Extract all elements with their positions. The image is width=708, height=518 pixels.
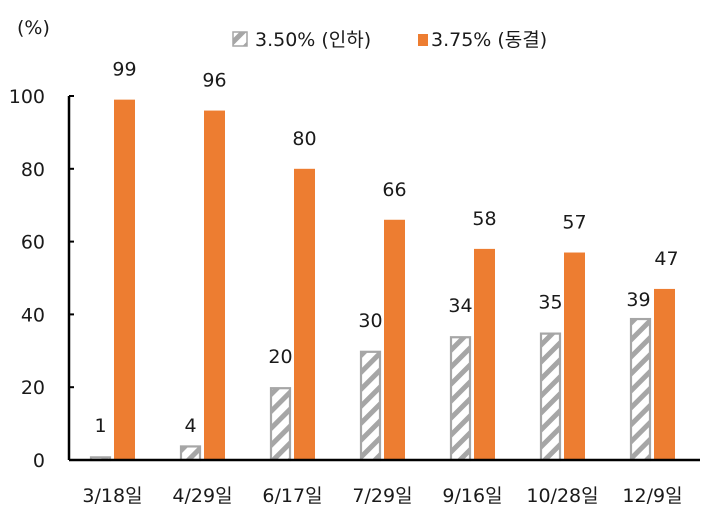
- y-axis: 0 20 40 60 80 100: [9, 86, 74, 472]
- data-label: 80: [292, 128, 316, 150]
- y-tick-label: 0: [33, 450, 45, 472]
- bar-hatched: [359, 350, 382, 462]
- bar-solid: [204, 110, 225, 460]
- bar-solid: [474, 248, 495, 460]
- data-label: 57: [562, 212, 586, 234]
- bar-group: 35 57: [538, 212, 587, 462]
- data-label: 4: [184, 415, 196, 437]
- legend-item: 3.50% (인하): [232, 29, 371, 51]
- x-tick-label: 12/9일: [622, 485, 682, 507]
- bar-hatched: [449, 336, 472, 462]
- x-tick-label: 3/18일: [82, 485, 142, 507]
- bar-group: 1 99: [89, 59, 137, 462]
- data-label: 35: [538, 292, 562, 314]
- bar-solid: [564, 252, 585, 460]
- bar-group: 4 96: [179, 70, 227, 462]
- x-axis: 3/18일 4/29일 6/17일 7/29일 9/16일 10/28일 12/9일: [69, 458, 700, 507]
- legend-swatch-solid: [418, 34, 428, 46]
- bar-solid: [654, 288, 675, 460]
- bar-hatched: [179, 445, 202, 462]
- data-label: 39: [626, 289, 650, 311]
- data-label: 99: [112, 59, 136, 81]
- bar-solid: [114, 99, 135, 460]
- data-label: 47: [654, 248, 678, 270]
- data-label: 66: [382, 179, 406, 201]
- data-label: 30: [358, 310, 382, 332]
- x-tick-label: 10/28일: [526, 485, 598, 507]
- data-label: 96: [202, 70, 226, 92]
- y-tick-label: 80: [21, 159, 45, 181]
- bar-group: 34 58: [448, 208, 497, 462]
- bar-hatched: [269, 387, 292, 462]
- bar-group: 30 66: [358, 179, 407, 462]
- bar-hatched: [539, 332, 562, 462]
- bar-hatched: [629, 317, 652, 462]
- y-tick-label: 60: [21, 232, 45, 254]
- data-label: 1: [94, 415, 106, 437]
- x-tick-label: 4/29일: [172, 485, 232, 507]
- legend: 3.50% (인하) 3.75% (동결): [232, 29, 547, 51]
- x-tick-label: 6/17일: [262, 485, 322, 507]
- legend-swatch-hatched: [232, 31, 248, 47]
- y-tick-label: 100: [9, 86, 45, 108]
- x-tick-label: 7/29일: [352, 485, 412, 507]
- legend-item: 3.75% (동결): [418, 29, 547, 51]
- bar-solid: [384, 219, 405, 460]
- bar-solid: [294, 168, 315, 461]
- y-axis-unit-label: (%): [17, 17, 50, 39]
- legend-label: 3.50% (인하): [255, 29, 371, 51]
- x-tick-label: 9/16일: [442, 485, 502, 507]
- y-tick-label: 40: [21, 304, 45, 326]
- data-label: 34: [448, 295, 472, 317]
- data-label: 20: [268, 346, 292, 368]
- legend-label: 3.75% (동결): [431, 29, 547, 51]
- y-tick-label: 20: [21, 377, 45, 399]
- data-label: 58: [472, 208, 496, 230]
